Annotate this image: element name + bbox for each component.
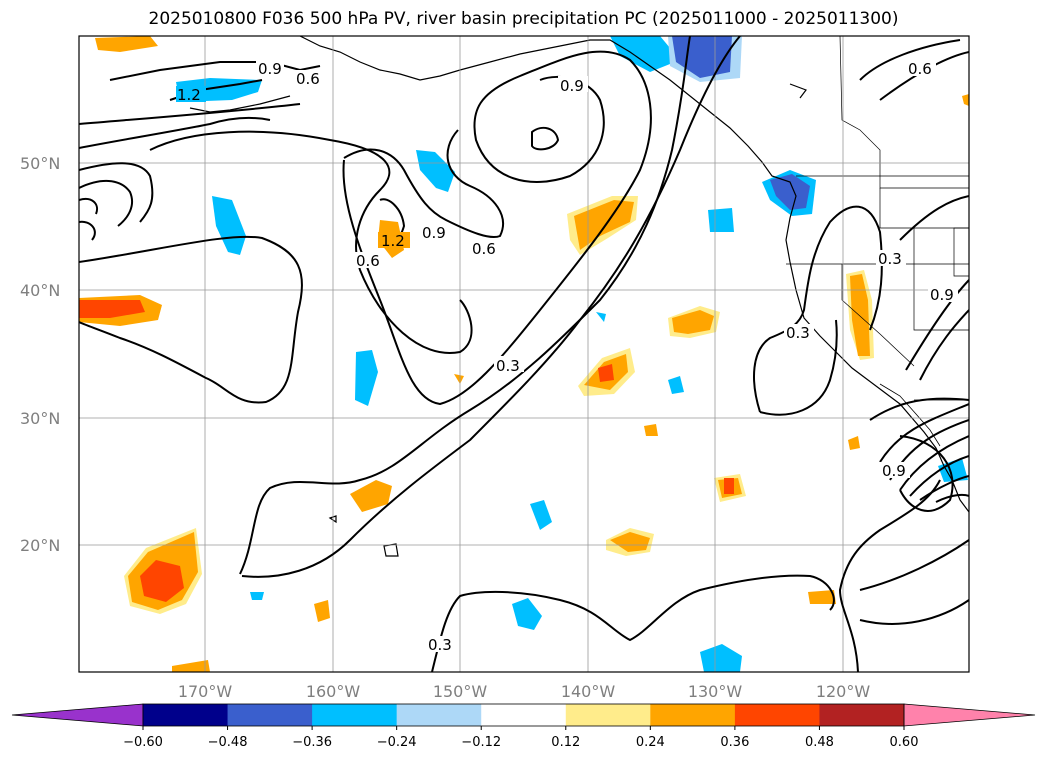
colorbar-tick-label: 0.60	[890, 735, 919, 750]
colorbar-segment	[819, 704, 905, 726]
map-plot-area: 1.2 0.9 0.6 1.2 0.9 0.6 0.6 0.9 0.3 0.3 …	[79, 36, 969, 672]
contour-label: 0.9	[882, 462, 906, 480]
colorbar-segment	[734, 704, 820, 726]
colorbar-tick-label: −0.24	[377, 735, 417, 750]
colorbar-tick-label: −0.12	[461, 735, 501, 750]
contour-label: 0.9	[422, 224, 446, 242]
colorbar-tick-label: 0.24	[636, 735, 665, 750]
contour-label: 0.3	[878, 250, 902, 268]
lon-label: 130°W	[688, 682, 743, 701]
lon-label: 170°W	[178, 682, 233, 701]
lon-label: 120°W	[816, 682, 871, 701]
colorbar: −0.60 −0.48 −0.36 −0.24 −0.12 0.12 0.24 0.36 0.4…	[11, 703, 1036, 750]
lon-label: 150°W	[433, 682, 488, 701]
contour-label: 0.9	[258, 60, 282, 78]
lon-label: 160°W	[306, 682, 361, 701]
colorbar-segment	[396, 704, 482, 726]
contour-label: 0.6	[296, 70, 320, 88]
colorbar-segment	[312, 704, 398, 726]
colorbar-tick-label: −0.48	[208, 735, 248, 750]
colorbar-tick-label: 0.12	[551, 735, 580, 750]
colorbar-segment	[650, 704, 736, 726]
lat-label: 40°N	[20, 281, 60, 300]
figure-title: 2025010800 F036 500 hPa PV, river basin …	[148, 9, 899, 29]
contour-label: 0.3	[786, 324, 810, 342]
contour-label: 0.9	[560, 77, 584, 95]
colorbar-frame	[142, 703, 905, 727]
colorbar-tick-label: 0.48	[805, 735, 834, 750]
lat-label: 50°N	[20, 154, 60, 173]
contour-label: 0.6	[356, 252, 380, 270]
lat-label: 20°N	[20, 536, 60, 555]
precip-shading	[79, 36, 969, 672]
colorbar-segment	[481, 704, 567, 726]
contour-label: 0.3	[496, 357, 520, 375]
colorbar-segment	[227, 704, 313, 726]
borders	[786, 36, 969, 401]
graticule	[79, 36, 969, 672]
contour-label: 0.6	[472, 240, 496, 258]
colorbar-segment	[143, 704, 229, 726]
colorbar-tick-label: −0.36	[292, 735, 332, 750]
colorbar-tick-label: −0.60	[123, 735, 163, 750]
contour-label: 0.3	[428, 636, 452, 654]
lat-label: 30°N	[20, 409, 60, 428]
contour-label: 0.9	[930, 286, 954, 304]
pv-contours	[79, 36, 969, 672]
longitude-labels: 170°W 160°W 150°W 140°W 130°W 120°W	[178, 682, 871, 701]
colorbar-extend-max	[903, 703, 1036, 727]
contour-label: 0.6	[908, 60, 932, 78]
contour-labels: 1.2 0.9 0.6 1.2 0.9 0.6 0.6 0.9 0.3 0.3 …	[176, 60, 958, 654]
contour-label: 1.2	[177, 86, 201, 104]
colorbar-segment	[565, 704, 651, 726]
lon-label: 140°W	[561, 682, 616, 701]
colorbar-tick-label: 0.36	[720, 735, 749, 750]
colorbar-extend-min	[11, 703, 144, 727]
map-frame	[78, 35, 970, 673]
latitude-labels: 50°N 40°N 30°N 20°N	[20, 154, 60, 555]
contour-label: 1.2	[381, 232, 405, 250]
